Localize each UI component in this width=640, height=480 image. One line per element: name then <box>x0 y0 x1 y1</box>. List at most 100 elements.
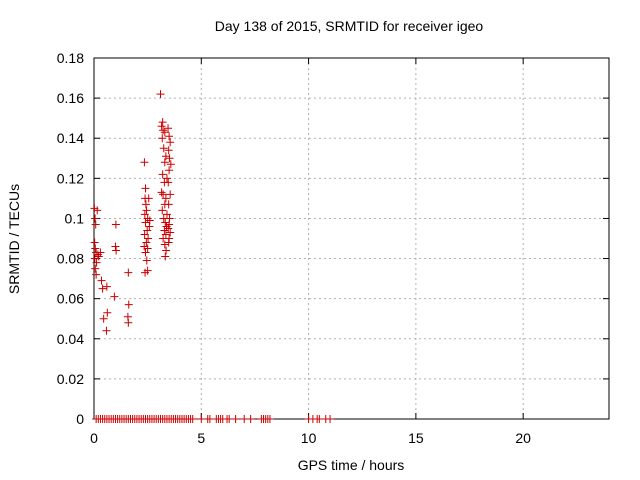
y-tick-label: 0.1 <box>65 210 85 226</box>
data-point <box>98 284 107 293</box>
data-point <box>162 246 171 255</box>
data-point <box>124 300 133 309</box>
x-axis: 0 5 10 15 20 <box>90 58 531 446</box>
x-tick-label: 20 <box>515 430 531 446</box>
data-point <box>160 226 169 235</box>
data-point <box>158 206 167 215</box>
data-point <box>162 174 171 183</box>
data-point <box>103 308 112 317</box>
y-tick-label: 0.02 <box>57 371 84 387</box>
y-axis: 0 0.02 0.04 0.06 0.08 0.1 0.12 0.14 0.16 0.18 <box>57 50 609 427</box>
data-point <box>161 230 170 239</box>
data-point <box>246 415 255 423</box>
data-point <box>159 144 168 153</box>
data-point <box>94 252 103 261</box>
plot-frame <box>93 57 610 420</box>
data-point <box>158 118 167 127</box>
data-point <box>92 258 101 267</box>
data-point <box>91 214 100 223</box>
data-point <box>159 190 168 199</box>
data-point <box>91 220 100 229</box>
data-point <box>158 134 167 143</box>
data-point <box>111 220 120 229</box>
data-point <box>142 238 151 247</box>
data-point <box>161 218 170 227</box>
data-point <box>90 254 99 263</box>
data-point <box>157 188 166 197</box>
data-point <box>166 190 175 199</box>
data-point <box>140 210 149 219</box>
data-point <box>91 264 100 273</box>
y-tick-label: 0.08 <box>57 251 84 267</box>
data-point <box>140 230 149 239</box>
data-point <box>102 282 111 291</box>
y-axis-label: SRMTID / TECUs <box>6 184 22 294</box>
data-point <box>124 318 133 327</box>
y-tick-label: 0.04 <box>57 331 84 347</box>
data-point <box>162 210 171 219</box>
data-point <box>142 256 151 265</box>
data-point <box>102 326 111 335</box>
data-point <box>161 194 170 203</box>
x-axis-label: GPS time / hours <box>298 457 405 473</box>
data-point <box>188 415 197 423</box>
data-point <box>99 314 108 323</box>
data-points <box>90 90 335 423</box>
data-point <box>160 158 169 167</box>
chart-title: Day 138 of 2015, SRMTID for receiver ige… <box>215 18 484 34</box>
y-tick-label: 0 <box>76 411 84 427</box>
x-tick-label: 10 <box>301 430 317 446</box>
data-point <box>161 152 170 161</box>
y-tick-label: 0.12 <box>57 170 84 186</box>
data-point <box>141 248 150 257</box>
data-point <box>161 252 170 261</box>
data-point <box>164 224 173 233</box>
data-point <box>144 194 153 203</box>
gridlines <box>94 58 609 419</box>
data-point <box>166 228 175 237</box>
data-point <box>96 248 105 257</box>
y-tick-label: 0.14 <box>57 130 84 146</box>
data-point <box>143 214 152 223</box>
y-tick-label: 0.06 <box>57 291 84 307</box>
data-point <box>164 178 173 187</box>
data-point <box>143 266 152 275</box>
data-point <box>326 415 335 423</box>
data-point <box>143 226 152 235</box>
data-point <box>156 90 165 99</box>
data-point <box>165 154 174 163</box>
data-point <box>166 160 175 169</box>
data-point <box>110 292 119 301</box>
data-point <box>141 218 150 227</box>
data-point <box>142 206 151 215</box>
data-point <box>265 415 274 423</box>
data-point <box>144 234 153 243</box>
data-point <box>166 138 175 147</box>
data-point <box>112 246 121 255</box>
data-point <box>140 158 149 167</box>
y-tick-label: 0.16 <box>57 90 84 106</box>
data-point <box>93 206 102 215</box>
data-point <box>160 240 169 249</box>
data-point <box>164 146 173 155</box>
data-point <box>92 270 101 279</box>
data-point <box>164 124 173 133</box>
data-point <box>165 132 174 141</box>
data-point <box>165 166 174 175</box>
data-point <box>90 238 99 247</box>
x-tick-label: 0 <box>90 430 98 446</box>
data-point <box>143 244 152 253</box>
data-point <box>91 244 100 253</box>
data-point <box>231 415 240 423</box>
data-point <box>158 170 167 179</box>
x-tick-label: 15 <box>408 430 424 446</box>
data-point <box>160 128 169 137</box>
x-tick-label: 5 <box>197 430 205 446</box>
data-point <box>141 184 150 193</box>
data-point <box>159 126 168 135</box>
data-point <box>164 200 173 209</box>
data-point <box>157 122 166 131</box>
data-point <box>165 220 174 229</box>
data-point <box>97 276 106 285</box>
